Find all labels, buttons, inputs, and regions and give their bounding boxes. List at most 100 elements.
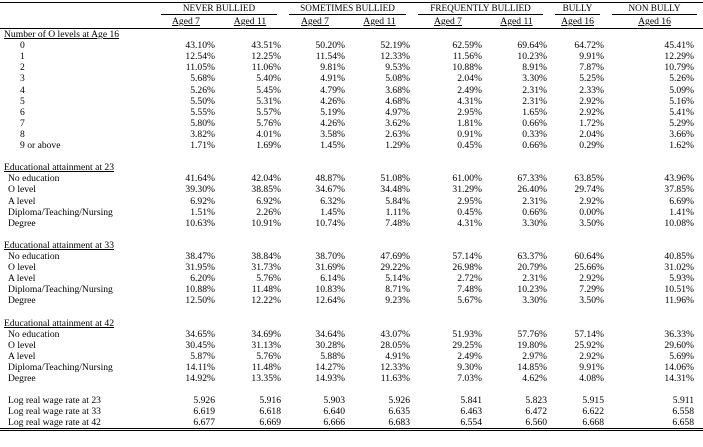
subheader-cell: Aged 11: [347, 15, 412, 29]
value-cell: 42.04%: [251, 173, 281, 185]
value-cell: 5.841: [460, 395, 482, 407]
value-cell: 0.00%: [579, 206, 604, 218]
data-row: 4 5.26% 5.45% 4.79% 3.68% 2.49% 2.31% 2.33% 5.09…: [0, 85, 703, 96]
value-cell: 5.915: [582, 395, 604, 407]
value-cell: 1.11%: [385, 206, 410, 218]
data-row: Log real wage rate at 42 6.677 6.669 6.666 6…: [0, 417, 703, 430]
value-cell: 13.35%: [251, 373, 281, 384]
value-cell: 5.19%: [320, 106, 345, 118]
value-cell: 2.92%: [579, 350, 604, 362]
row-label: 0: [20, 40, 25, 52]
value-cell: 10.88%: [185, 284, 215, 296]
data-row: Log real wage rate at 33 6.619 6.618 6.640 6…: [0, 406, 703, 417]
value-cell: 14.85%: [517, 361, 547, 373]
value-cell: 37.85%: [664, 184, 694, 196]
section-title-row: Educational attainment at 33: [0, 240, 703, 251]
subheader-cell: Aged 7: [155, 15, 217, 29]
section-title-cell: Number of O levels at Age 16: [0, 29, 703, 41]
subheader: Aged 7: [172, 16, 200, 28]
value-cell: 5.41%: [669, 106, 694, 118]
data-row: O level 31.95% 31.73% 31.69% 29.22% 26.98% 20.…: [0, 262, 703, 273]
data-row: Degree 12.50% 12.22% 12.64% 9.23% 5.67% 3.30% 3…: [0, 295, 703, 306]
value-cell: 57.14%: [574, 328, 604, 340]
value-cell: 60.64%: [574, 250, 604, 262]
spacer-cell: [0, 384, 703, 395]
data-row: O level 39.30% 38.85% 34.67% 34.48% 31.29% 26.…: [0, 184, 703, 195]
value-cell: 5.50%: [190, 95, 215, 107]
value-cell: 30.28%: [315, 339, 345, 351]
value-cell: 38.84%: [251, 250, 281, 262]
value-cell: 43.10%: [185, 40, 215, 52]
value-cell: 5.87%: [190, 350, 215, 362]
value-cell: 63.37%: [517, 250, 547, 262]
value-cell: 11.48%: [251, 361, 281, 373]
value-cell: 4.31%: [457, 217, 482, 229]
group-cell: NEVER BULLIED: [155, 3, 283, 16]
value-cell: 12.64%: [315, 295, 345, 307]
corner-cell: [0, 15, 155, 29]
value-cell: 9.30%: [457, 361, 482, 373]
data-row: A level 6.20% 5.76% 6.14% 5.14% 2.72% 2.31% 2.9…: [0, 273, 703, 284]
value-cell: 6.69%: [669, 195, 694, 207]
value-cell: 5.57%: [256, 106, 281, 118]
value-cell: 11.05%: [185, 62, 215, 74]
subheader-cell: Aged 7: [283, 15, 347, 29]
row-label: Log real wage rate at 33: [8, 406, 101, 418]
value-cell: 0.29%: [579, 140, 604, 152]
data-row: Diploma/Teaching/Nursing 1.51% 2.26% 1.45% 1…: [0, 207, 703, 218]
value-cell: 6.92%: [256, 195, 281, 207]
value-cell: 2.92%: [579, 195, 604, 207]
value-cell: 11.54%: [315, 51, 345, 63]
value-cell: 1.72%: [579, 117, 604, 129]
value-cell: 67.33%: [517, 173, 547, 185]
value-cell: 0.66%: [522, 140, 547, 152]
value-cell: 5.08%: [385, 73, 410, 85]
value-cell: 51.08%: [380, 173, 410, 185]
row-label: Diploma/Teaching/Nursing: [8, 361, 113, 373]
group-header: NON BULLY: [612, 3, 697, 16]
results-table: NEVER BULLIED SOMETIMES BULLIED FREQUENTLY…: [0, 2, 703, 432]
data-row: 8 3.82% 4.01% 3.58% 2.63% 0.91% 0.33% 2.04% 3.66…: [0, 129, 703, 140]
value-cell: 5.31%: [256, 95, 281, 107]
row-label: Degree: [8, 295, 36, 307]
value-cell: 2.31%: [522, 84, 547, 96]
value-cell: 7.48%: [385, 217, 410, 229]
value-cell: 0.66%: [522, 117, 547, 129]
group-cell: BULLY: [549, 3, 606, 16]
value-cell: 5.09%: [669, 84, 694, 96]
subheader: Aged 16: [638, 16, 671, 28]
value-cell: 8.71%: [385, 284, 410, 296]
value-cell: 48.87%: [315, 173, 345, 185]
subheader: Aged 11: [500, 16, 533, 28]
value-cell: 3.30%: [522, 295, 547, 307]
value-cell: 3.30%: [522, 73, 547, 85]
value-cell: 5.80%: [190, 117, 215, 129]
value-cell: 10.23%: [517, 284, 547, 296]
section-title-row: Number of O levels at Age 16: [0, 29, 703, 41]
value-cell: 1.65%: [522, 106, 547, 118]
subheader: Aged 11: [233, 16, 267, 28]
value-cell: 2.33%: [579, 84, 604, 96]
value-cell: 64.72%: [574, 40, 604, 52]
row-label: Log real wage rate at 42: [8, 417, 101, 429]
value-cell: 6.14%: [320, 273, 345, 285]
data-row: Degree 14.92% 13.35% 14.93% 11.63% 7.03% 4.62%…: [0, 373, 703, 384]
row-label: 3: [20, 73, 25, 85]
value-cell: 11.96%: [664, 295, 694, 307]
value-cell: 7.03%: [457, 373, 482, 384]
data-row: Diploma/Teaching/Nursing 10.88% 11.48% 10.8…: [0, 284, 703, 295]
value-cell: 3.68%: [385, 84, 410, 96]
value-cell: 11.56%: [452, 51, 482, 63]
group-header: NEVER BULLIED: [161, 3, 277, 16]
value-cell: 5.26%: [190, 84, 215, 96]
row-label: Log real wage rate at 23: [8, 395, 101, 407]
row-label: A level: [8, 273, 36, 285]
subheader-cell: Aged 11: [484, 15, 549, 29]
value-cell: 61.00%: [452, 173, 482, 185]
value-cell: 34.64%: [315, 328, 345, 340]
value-cell: 14.11%: [185, 361, 215, 373]
value-cell: 69.64%: [517, 40, 547, 52]
value-cell: 12.25%: [251, 51, 281, 63]
subheader-cell: Aged 16: [549, 15, 606, 29]
value-cell: 34.67%: [315, 184, 345, 196]
